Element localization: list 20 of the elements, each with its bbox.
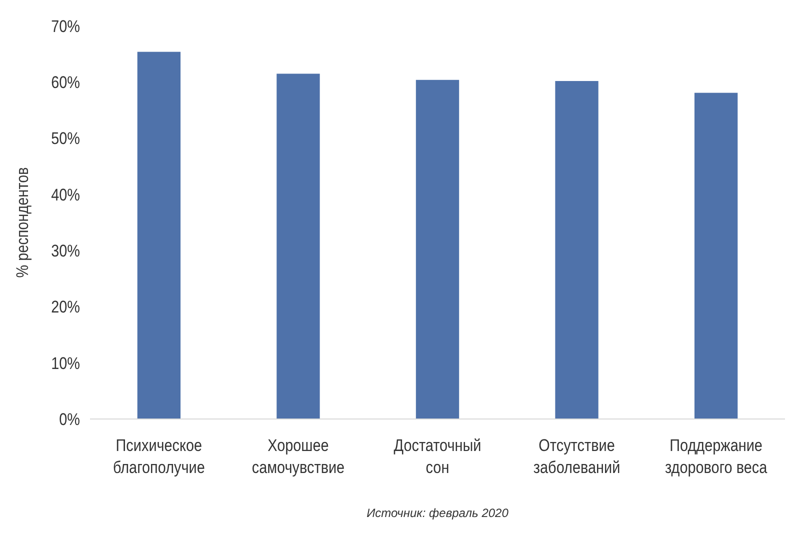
bar — [694, 92, 738, 419]
y-tick-label: 50% — [51, 130, 80, 149]
bar — [555, 81, 598, 419]
x-tick-label: Отсутствие заболеваний — [533, 436, 620, 478]
y-tick-label: 10% — [51, 354, 80, 374]
y-tick-label: 30% — [51, 242, 80, 261]
x-tick-label: Поддержание здорового веса — [664, 436, 768, 478]
x-tick-label: Психическое благополучие — [113, 436, 206, 478]
y-axis-title: % респондентов — [14, 167, 32, 278]
x-tick-label: Достаточный сон — [394, 436, 482, 478]
text: Источник: февраль 2020 — [366, 506, 509, 520]
x-tick-label: Хорошее самочувствие — [252, 436, 345, 478]
y-tick-label: 40% — [51, 186, 80, 205]
y-tick-label: 60% — [51, 74, 80, 92]
y-tick-label: 70% — [51, 18, 80, 36]
y-tick-label: 20% — [51, 298, 80, 317]
y-tick-label: 0% — [59, 410, 80, 430]
bar — [416, 80, 460, 419]
bar — [137, 52, 181, 419]
bar — [276, 74, 320, 419]
